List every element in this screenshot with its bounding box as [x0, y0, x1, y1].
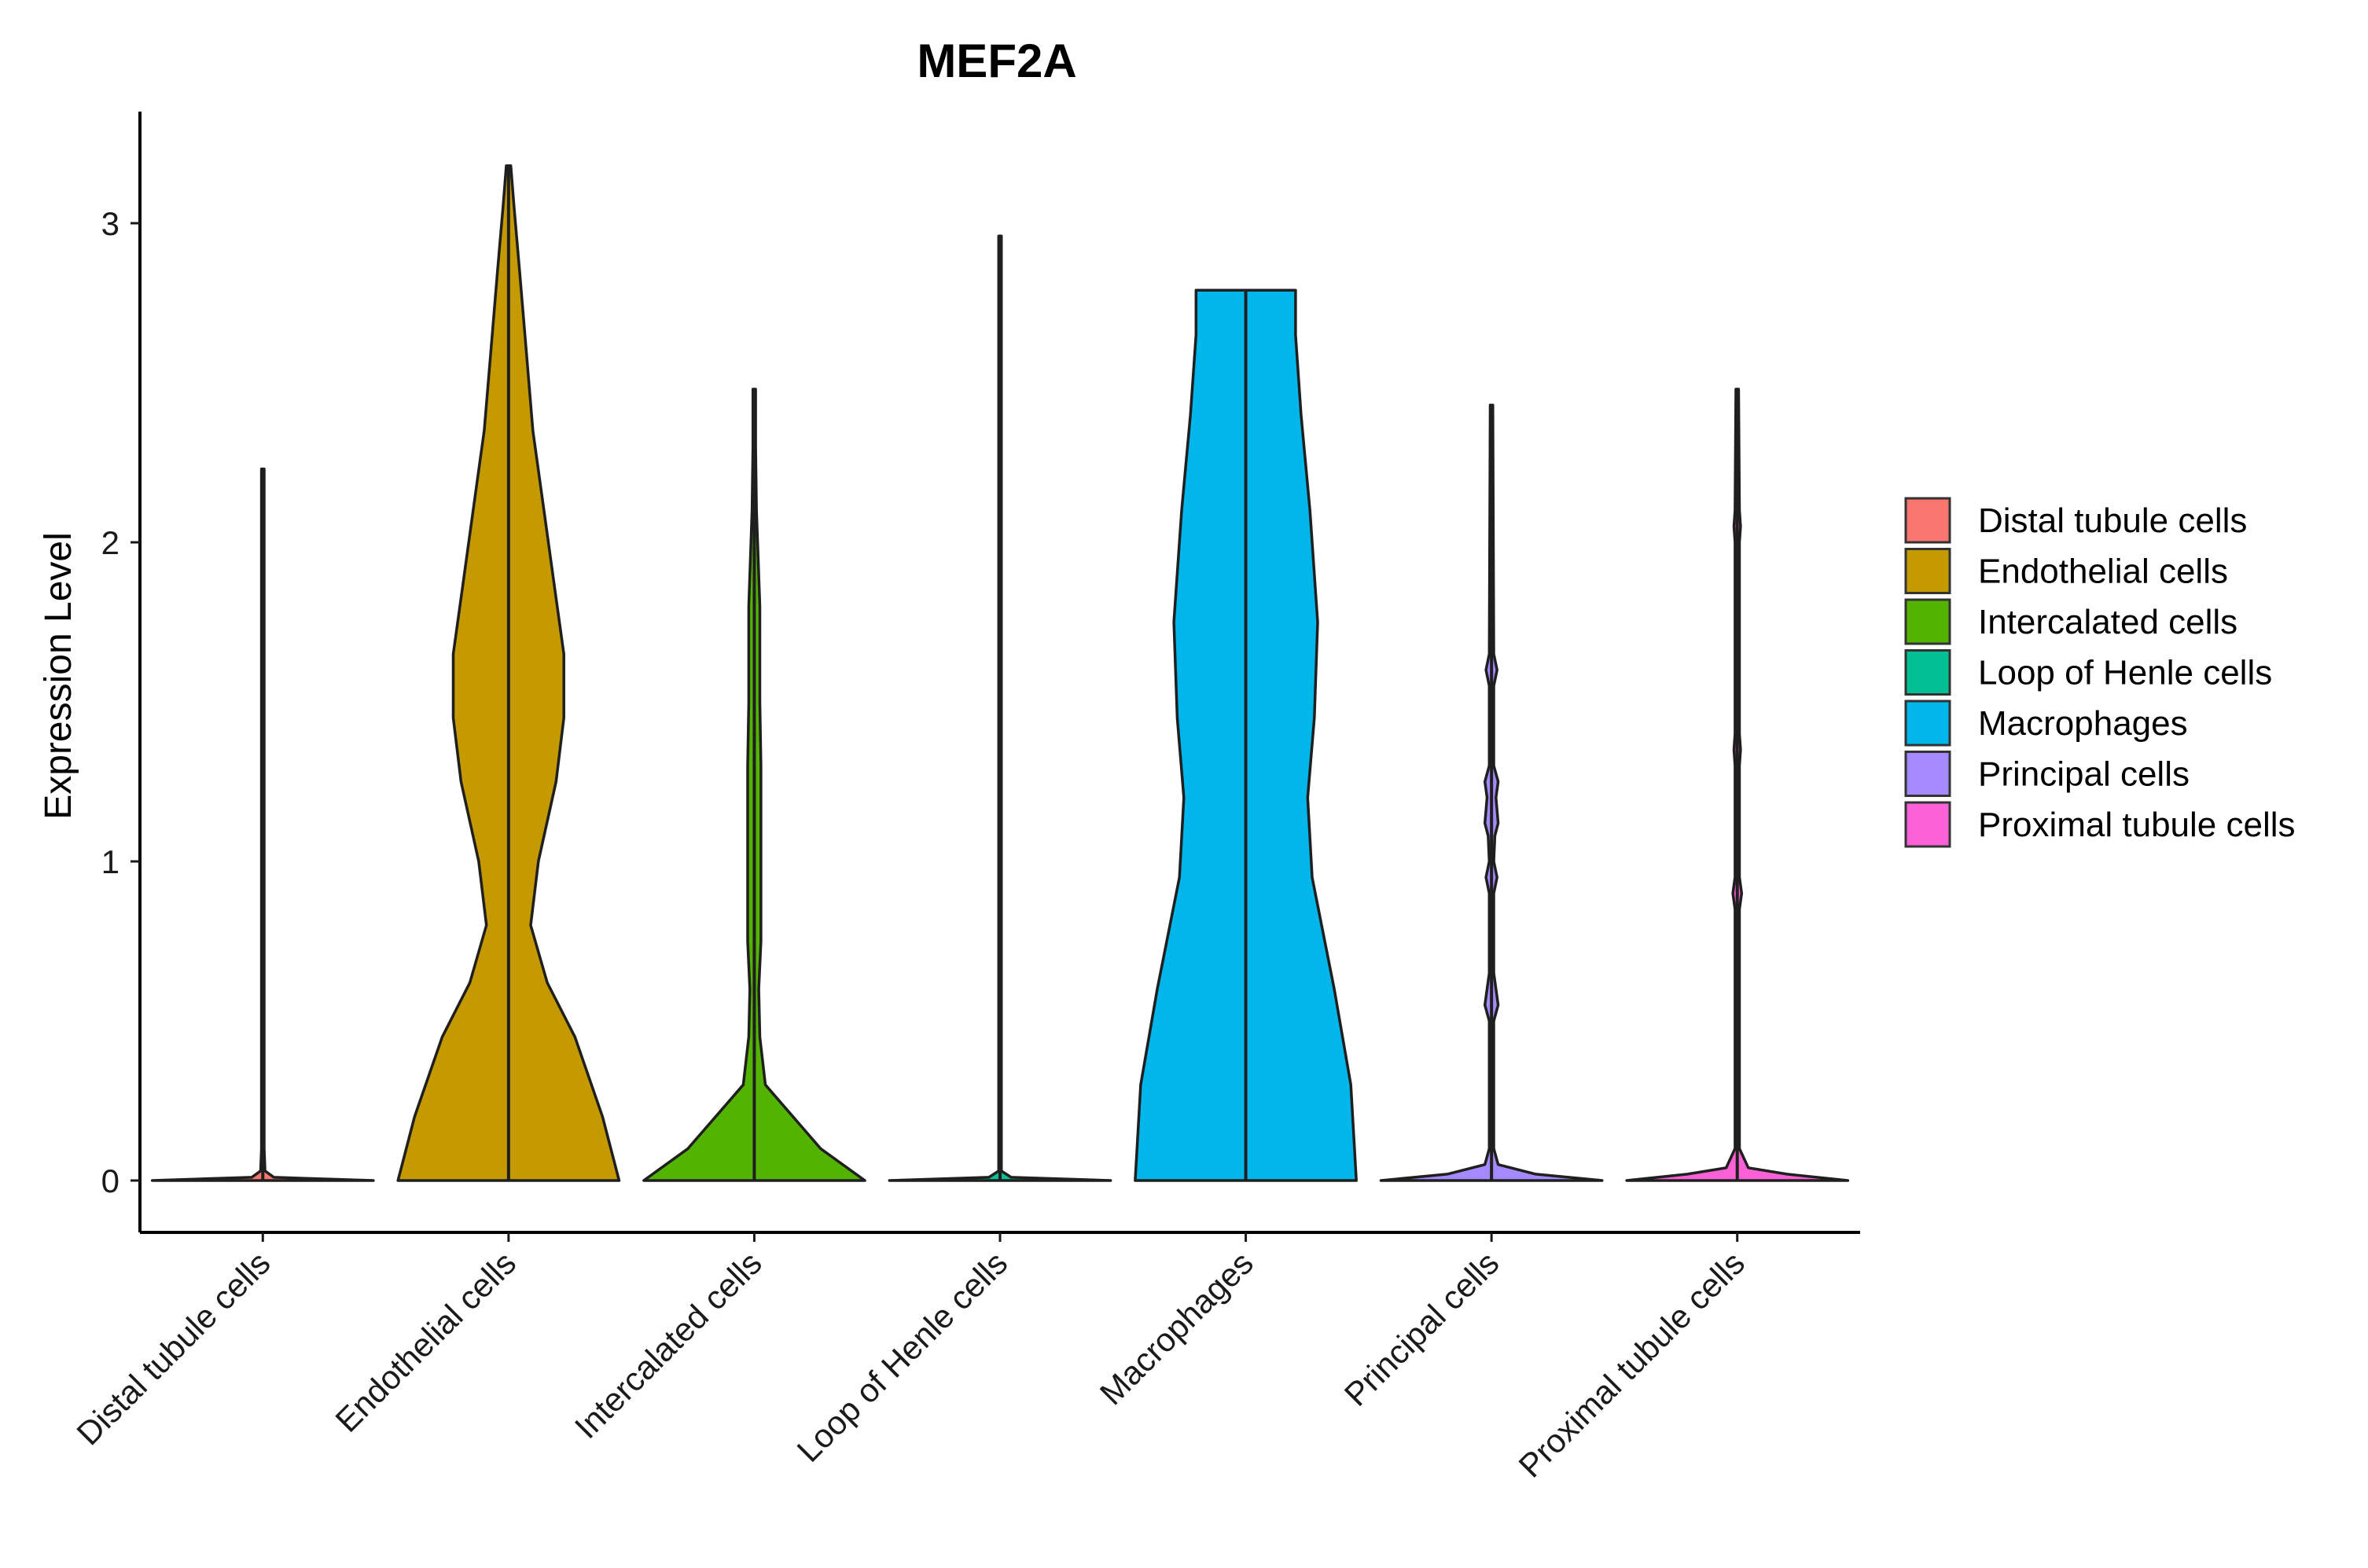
legend-key-principal-cells — [1904, 751, 1951, 797]
x-tick-label-proximal-tubule-cells: Proximal tubule cells — [1511, 1244, 1752, 1485]
legend-key-distal-tubule-cells — [1904, 497, 1951, 544]
y-tick-label: 3 — [101, 205, 120, 242]
x-tick-label-loop-of-henle-cells: Loop of Henle cells — [790, 1244, 1015, 1469]
legend-label-principal-cells: Principal cells — [1978, 755, 2190, 794]
y-tick-label: 2 — [101, 524, 120, 561]
axes: 0 1 2 3 Distal tubule cells Endothelial cells… — [69, 112, 1860, 1485]
x-tick-label-macrophages: Macrophages — [1093, 1244, 1260, 1412]
legend-key-proximal-tubule-cells — [1904, 801, 1951, 848]
y-tick-label: 1 — [101, 843, 120, 880]
legend-key-loop-of-henle-cells — [1904, 649, 1951, 696]
legend-key-intercalated-cells — [1904, 598, 1951, 645]
legend-label-endothelial-cells: Endothelial cells — [1978, 553, 2228, 591]
legend-label-macrophages: Macrophages — [1978, 704, 2188, 743]
x-tick-label-intercalated-cells: Intercalated cells — [568, 1244, 769, 1445]
legend: Distal tubule cells Endothelial cells Inte… — [1904, 497, 2296, 848]
y-tick-label: 0 — [101, 1162, 120, 1199]
legend-key-macrophages — [1904, 700, 1951, 747]
legend-label-distal-tubule-cells: Distal tubule cells — [1978, 501, 2247, 540]
x-tick-label-endothelial-cells: Endothelial cells — [328, 1244, 523, 1439]
legend-label-loop-of-henle-cells: Loop of Henle cells — [1978, 654, 2272, 692]
legend-label-proximal-tubule-cells: Proximal tubule cells — [1978, 806, 2296, 844]
legend-label-intercalated-cells: Intercalated cells — [1978, 603, 2237, 641]
x-tick-label-distal-tubule-cells: Distal tubule cells — [69, 1244, 277, 1452]
y-axis-title: Expression Level — [38, 532, 79, 820]
chart-title: MEF2A — [917, 35, 1076, 87]
legend-key-endothelial-cells — [1904, 548, 1951, 594]
plot-area — [150, 164, 1850, 1182]
x-tick-label-principal-cells: Principal cells — [1337, 1244, 1506, 1413]
